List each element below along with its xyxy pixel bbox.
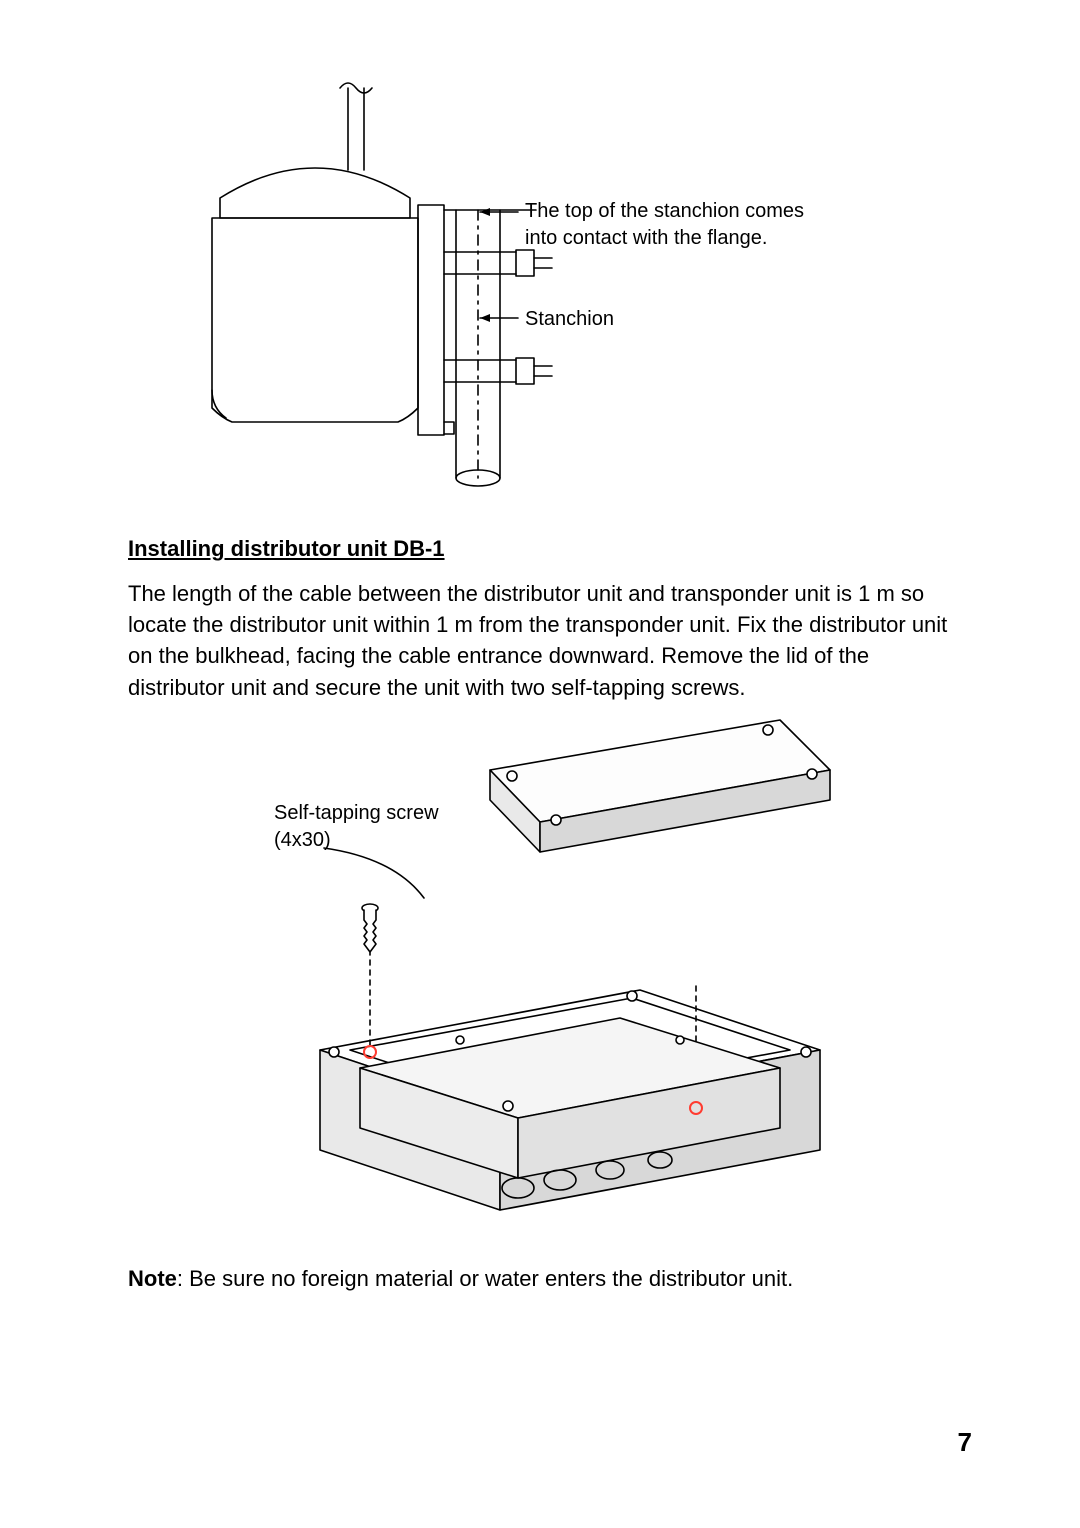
section-paragraph: The length of the cable between the dist… [128, 578, 948, 703]
section-heading: Installing distributor unit DB-1 [128, 536, 445, 562]
note: Note: Be sure no foreign material or wat… [128, 1266, 793, 1292]
page-number: 7 [958, 1427, 972, 1458]
stanchion-svg [180, 60, 900, 500]
distributor-svg [260, 710, 860, 1250]
callout-stanchion-text: Stanchion [525, 308, 614, 330]
figure-stanchion: The top of the stanchion comes into cont… [180, 60, 900, 500]
screw-label-line1: Self-tapping screw [274, 802, 439, 824]
callout-flange: The top of the stanchion comes into cont… [525, 198, 804, 252]
screw-label: Self-tapping screw (4x30) [274, 800, 439, 854]
page: The top of the stanchion comes into cont… [0, 0, 1080, 1528]
screw-label-line2: (4x30) [274, 829, 331, 851]
note-text: : Be sure no foreign material or water e… [177, 1266, 793, 1291]
callout-flange-line2: into contact with the flange. [525, 227, 767, 249]
callout-flange-line1: The top of the stanchion comes [525, 200, 804, 222]
callout-stanchion: Stanchion [525, 306, 614, 333]
note-label: Note [128, 1266, 177, 1291]
figure-distributor: Self-tapping screw (4x30) [260, 710, 860, 1250]
